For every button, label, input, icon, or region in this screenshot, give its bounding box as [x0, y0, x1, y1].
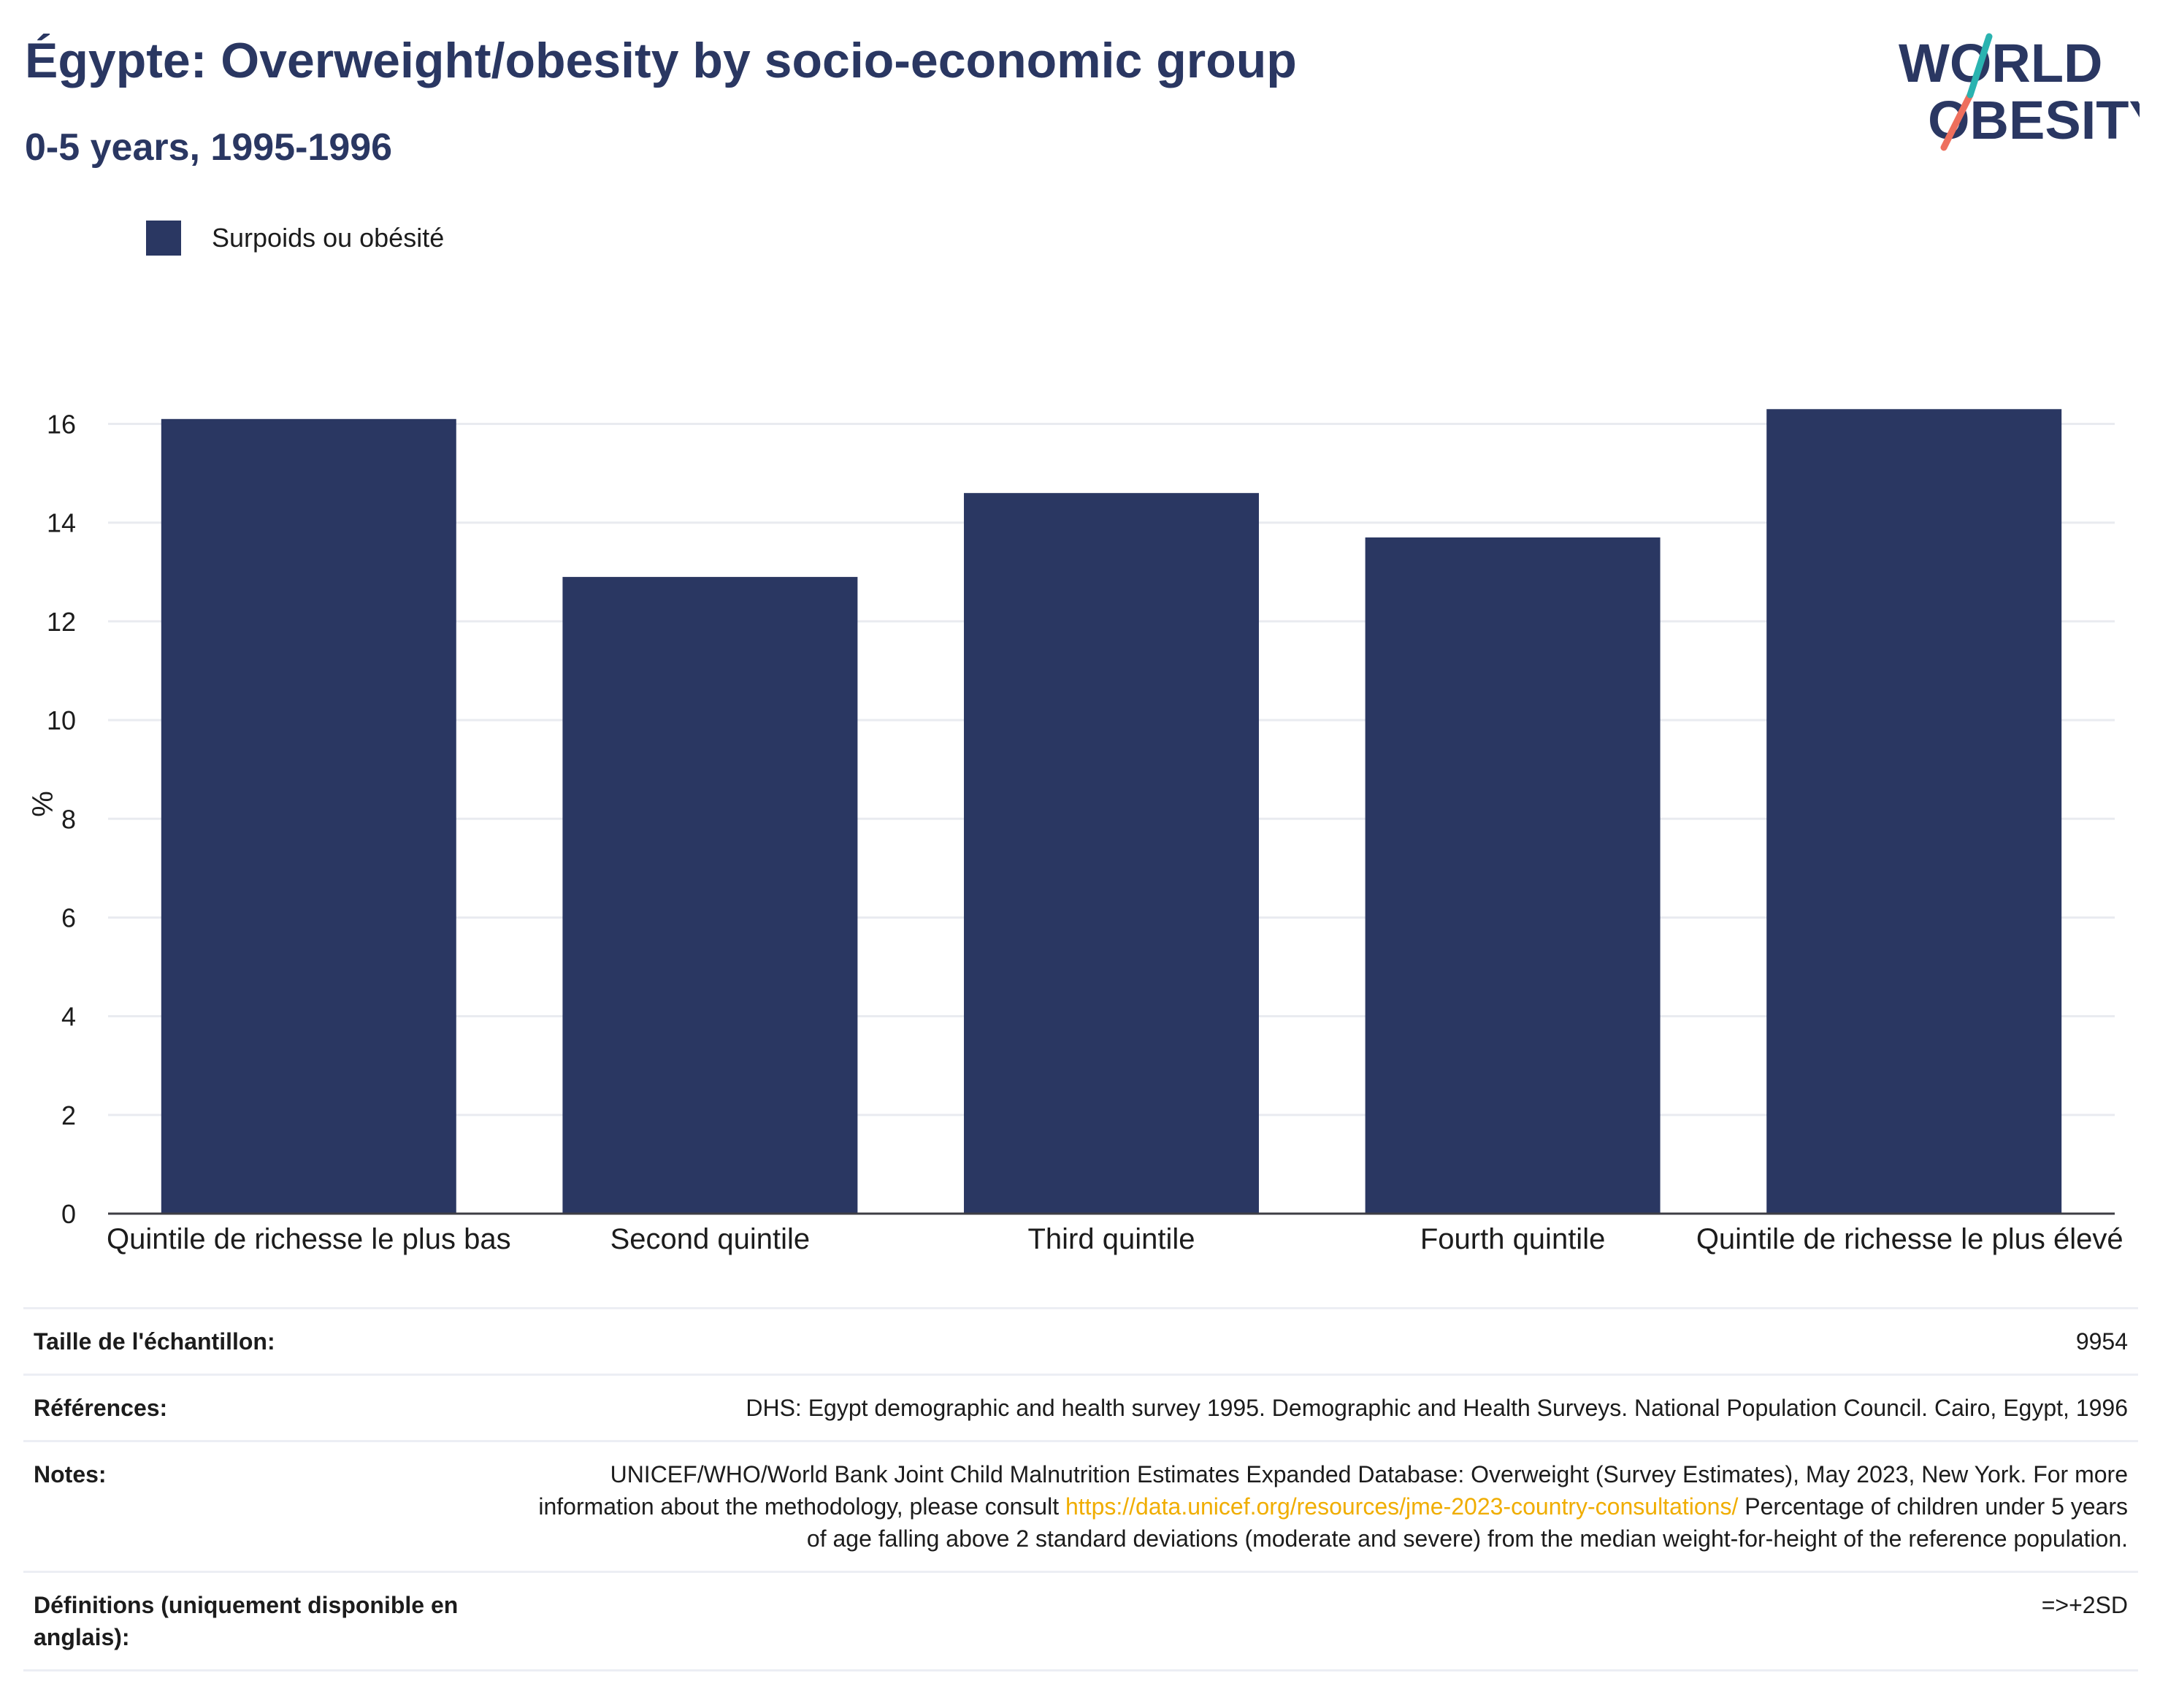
y-tick-label: 12 — [47, 607, 76, 637]
meta-key: Taille de l'échantillon: — [34, 1328, 275, 1355]
logo-line-1: WORLD — [1899, 33, 2103, 93]
y-tick-label: 2 — [61, 1100, 76, 1130]
x-tick-label: Quintile de richesse le plus élevé — [1696, 1223, 2123, 1255]
notes-text-before: UNICEF/WHO/World Bank Joint Child Malnut… — [538, 1461, 2128, 1520]
x-tick-label: Third quintile — [1027, 1223, 1195, 1255]
bar — [964, 493, 1259, 1214]
y-tick-label: 14 — [47, 508, 76, 538]
metadata-table: Taille de l'échantillon: 9954 Références… — [23, 1307, 2138, 1671]
meta-row-sample-size: Taille de l'échantillon: 9954 — [23, 1307, 2138, 1374]
y-tick-label: 6 — [61, 903, 76, 932]
x-tick-label: Quintile de richesse le plus bas — [107, 1223, 511, 1255]
chart-title: Égypte: Overweight/obesity by socio-econ… — [25, 33, 1297, 88]
y-tick-label: 10 — [47, 705, 76, 735]
chart-subtitle: 0-5 years, 1995-1996 — [25, 126, 393, 169]
meta-row-references: Références: DHS: Egypt demographic and h… — [23, 1374, 2138, 1440]
meta-value: DHS: Egypt demographic and health survey… — [746, 1395, 2128, 1421]
y-tick-label: 16 — [47, 410, 76, 440]
meta-row-definitions: Définitions (uniquement disponible en an… — [23, 1571, 2138, 1671]
meta-value: UNICEF/WHO/World Bank Joint Child Malnut… — [516, 1458, 2128, 1555]
notes-text-after: Percentage of children under 5 years of … — [806, 1493, 2128, 1552]
bar — [1365, 537, 1661, 1214]
bar — [562, 577, 858, 1214]
notes-link[interactable]: https://data.unicef.org/resources/jme-20… — [1065, 1493, 1739, 1520]
bar — [161, 418, 456, 1214]
x-tick-label: Fourth quintile — [1420, 1223, 1605, 1255]
world-obesity-logo: WORLD OBESITY — [1899, 33, 2140, 151]
logo-slash-coral — [1940, 91, 1974, 151]
bar-chart: 0 2 4 6 8 10 12 14 16% Quintile de richesse le pl… — [27, 409, 2123, 1255]
legend-swatch — [146, 221, 181, 256]
logo-slash-teal — [1966, 33, 1993, 99]
bar — [1766, 409, 2062, 1214]
y-tick-label: 4 — [61, 1002, 76, 1032]
logo-line-2: OBESITY — [1928, 90, 2140, 150]
y-tick-label: 0 — [61, 1199, 76, 1229]
legend: Surpoids ou obésité — [146, 216, 444, 260]
meta-row-notes: Notes: UNICEF/WHO/World Bank Joint Child… — [23, 1440, 2138, 1571]
meta-value: 9954 — [2075, 1328, 2128, 1355]
y-axis-label: % — [27, 791, 59, 817]
meta-key: Notes: — [34, 1461, 107, 1487]
y-tick-label: 8 — [61, 804, 76, 834]
meta-key: Définitions (uniquement disponible en an… — [34, 1592, 459, 1650]
meta-value: =>+2SD — [2041, 1592, 2128, 1618]
x-tick-label: Second quintile — [610, 1223, 811, 1255]
legend-label: Surpoids ou obésité — [212, 223, 445, 253]
meta-key: Références: — [34, 1395, 168, 1421]
